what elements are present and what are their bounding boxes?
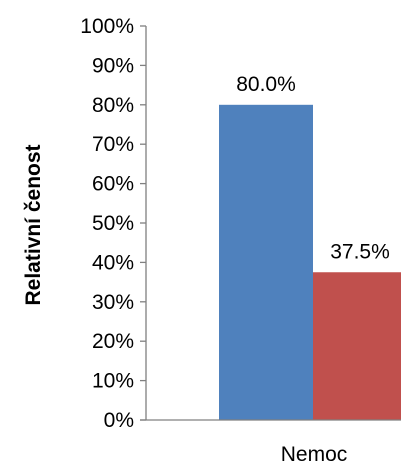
y-axis-ticks: 0% 10% 20% 30% 40% 50% 60% 70% 80% 90% 100%: [80, 15, 146, 432]
y-tick-label: 40%: [92, 251, 134, 274]
y-tick-label: 50%: [92, 212, 134, 235]
y-tick-label: 10%: [92, 370, 134, 393]
bar-series-2: [313, 272, 401, 420]
bar-series-1: [219, 104, 313, 421]
y-tick-label: 80%: [92, 94, 134, 117]
x-axis-categories: Nemoc: [281, 443, 348, 466]
y-tick-label: 30%: [92, 291, 134, 314]
y-axis-title-group: Relativní čenost: [22, 144, 45, 305]
y-tick-label: 100%: [80, 15, 134, 38]
y-tick-label: 20%: [92, 330, 134, 353]
y-tick-label: 70%: [92, 133, 134, 156]
data-label-series-1: 80.0%: [236, 73, 296, 96]
bars: [219, 104, 401, 421]
y-tick-label: 0%: [104, 409, 134, 432]
y-axis-title: Relativní čenost: [22, 144, 45, 305]
y-tick-label: 60%: [92, 173, 134, 196]
x-category-label: Nemoc: [281, 443, 348, 466]
data-label-series-2: 37.5%: [330, 240, 390, 263]
data-labels: 80.0% 37.5%: [236, 73, 390, 263]
y-tick-label: 90%: [92, 54, 134, 77]
